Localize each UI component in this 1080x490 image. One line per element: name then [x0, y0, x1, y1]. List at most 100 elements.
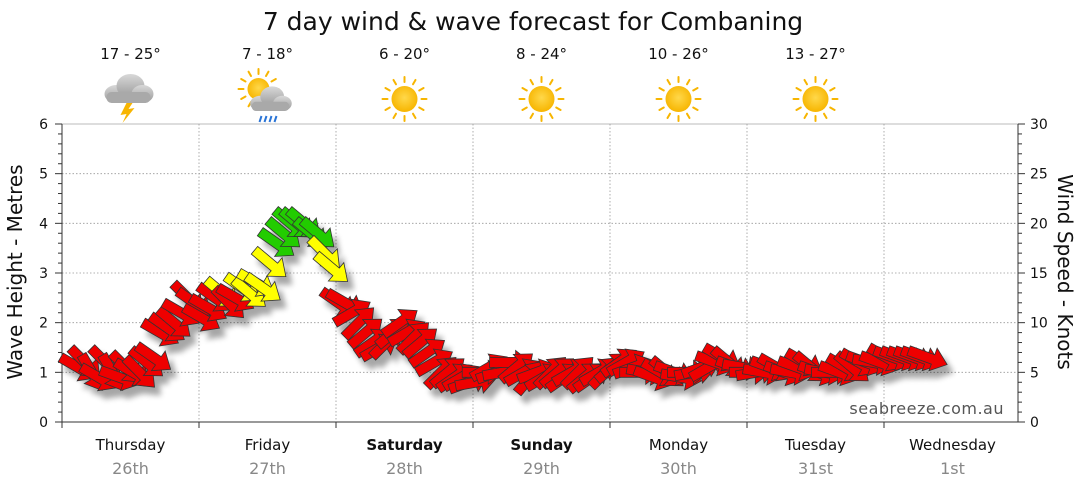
sun-ray [686, 112, 691, 120]
cloud-shape [250, 86, 292, 112]
sun-icon [792, 76, 839, 122]
day-name-label: Saturday [366, 436, 443, 454]
temperature-range: 13 - 27° [785, 45, 846, 63]
y-right-tick-label: 10 [1030, 316, 1048, 332]
day-name-label: Tuesday [784, 436, 846, 454]
rain-drop [258, 115, 263, 123]
y-axis-left-label: Wave Height - Metres [3, 164, 27, 379]
sun-disc [528, 86, 555, 112]
y-right-tick-label: 5 [1030, 365, 1039, 381]
y-axis-right-label: Wind Speed - Knots [1053, 174, 1077, 370]
sun-disc [391, 86, 418, 112]
rain-drop [273, 115, 278, 123]
sun-ray [666, 112, 671, 120]
sun-ray [392, 78, 397, 86]
sun-icon [518, 76, 565, 122]
sun-ray [555, 106, 562, 111]
y-left-tick-label: 1 [39, 365, 48, 381]
wind-arrow [215, 282, 255, 312]
forecast-item: 6 - 20° [379, 45, 430, 122]
watermark: seabreeze.com.au [849, 399, 1004, 418]
wind-arrow [407, 338, 446, 369]
day-name-label: Wednesday [909, 436, 996, 454]
wind-arrow [250, 245, 287, 278]
day-name-label: Friday [245, 436, 291, 454]
sun-ray [803, 78, 808, 86]
sun-ray [795, 106, 802, 111]
sun-ray [666, 78, 671, 86]
sun-ray [692, 87, 699, 92]
y-right-tick-label: 25 [1030, 167, 1048, 183]
forecast-item: 10 - 26° [648, 45, 709, 122]
wind-arrow [133, 341, 172, 372]
sun-ray [412, 78, 417, 86]
sun-ray [521, 106, 528, 111]
rain-drop [268, 115, 273, 123]
forecast-item: 7 - 18° [237, 45, 293, 123]
y-left-tick-label: 5 [39, 167, 48, 183]
sun-ray [521, 87, 528, 92]
y-left-tick-label: 2 [39, 316, 48, 332]
wind-arrow [906, 345, 948, 372]
sun-ray [384, 106, 391, 111]
sun-disc [665, 86, 692, 112]
axes: 0 1 2 3 4 5 6 0 5 10 15 20 25 30 [39, 117, 1048, 431]
sun-ray [803, 112, 808, 120]
temperature-range: 8 - 24° [516, 45, 567, 63]
forecast-row: 17 - 25° 7 - 18° 6 - 20° 8 - 24° 10 - 26° 13 … [100, 45, 846, 123]
y-left-tick-label: 3 [39, 266, 48, 282]
wind-arrow [340, 307, 375, 341]
y-right-tick-label: 20 [1030, 216, 1048, 232]
sun-ray [823, 112, 828, 120]
sun-ray [265, 70, 270, 78]
day-labels: Thursday 26th Friday 27th Saturday 28th Sunday… [95, 436, 996, 478]
sun-ray [529, 78, 534, 86]
forecast-item: 13 - 27° [785, 45, 846, 122]
day-date-label: 28th [386, 459, 423, 478]
sun-ray [384, 87, 391, 92]
sun-ray [412, 112, 417, 120]
temperature-range: 7 - 18° [242, 45, 293, 63]
cloud-base [251, 101, 290, 112]
temperature-range: 10 - 26° [648, 45, 709, 63]
wind-arrow [180, 302, 221, 332]
sun-ray [392, 112, 397, 120]
sun-ray [247, 70, 252, 78]
sun-ray [829, 87, 836, 92]
sun-ray [795, 87, 802, 92]
arrow-layer [57, 206, 948, 397]
wind-arrows [57, 206, 948, 397]
sun-disc [802, 86, 829, 112]
temperature-range: 6 - 20° [379, 45, 430, 63]
day-name-label: Sunday [510, 436, 573, 454]
sun-ray [823, 78, 828, 86]
forecast-item: 8 - 24° [516, 45, 567, 122]
sun-ray [418, 106, 425, 111]
sun-ray [829, 106, 836, 111]
y-left-tick-label: 4 [39, 216, 48, 232]
cloud-shape [104, 74, 154, 103]
sun-icon [381, 76, 428, 122]
sun-ray [692, 106, 699, 111]
day-name-label: Monday [649, 436, 708, 454]
day-name-label: Thursday [95, 436, 166, 454]
temperature-range: 17 - 25° [100, 45, 161, 63]
sun-ray [240, 95, 247, 100]
day-date-label: 26th [112, 459, 149, 478]
sun-icon [655, 76, 702, 122]
rain-drop [263, 115, 268, 123]
y-right-tick-label: 0 [1030, 415, 1039, 431]
cloud-base [106, 92, 151, 103]
sun-ray [658, 87, 665, 92]
day-date-label: 27th [249, 459, 286, 478]
day-date-label: 29th [523, 459, 560, 478]
lightning-bolt [120, 103, 135, 123]
wind-arrow [243, 271, 281, 302]
y-right-tick-label: 15 [1030, 266, 1048, 282]
sun-ray [529, 112, 534, 120]
y-left-tick-label: 6 [39, 117, 48, 133]
wind-arrow [312, 250, 349, 282]
sun-ray [658, 106, 665, 111]
sun-ray [555, 87, 562, 92]
